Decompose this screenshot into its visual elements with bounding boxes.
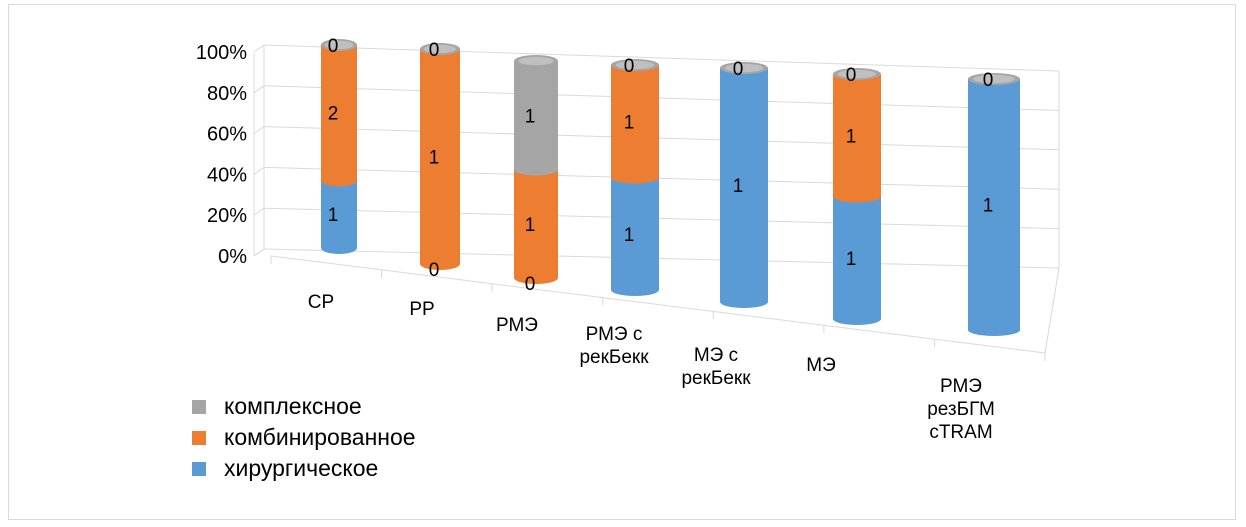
- x-tick-label: рекБекк: [579, 347, 649, 368]
- gridline: [263, 44, 1060, 72]
- legend-swatch-complex: [192, 399, 206, 414]
- cylinder-segment: [321, 180, 357, 254]
- data-label: 1: [429, 148, 440, 169]
- gridline: [263, 207, 1060, 230]
- x-tick-label: cTRAM: [929, 422, 992, 443]
- cylinder-segment: [420, 49, 460, 270]
- cylinder-top-highlight: [324, 40, 354, 50]
- cylinder-segment: [833, 196, 881, 325]
- data-label: 1: [328, 205, 339, 226]
- data-label: 0: [525, 274, 536, 295]
- cylinder-segment: [611, 177, 659, 296]
- side-gridline: [253, 166, 265, 175]
- gridline: [263, 166, 1060, 190]
- x-tick-label: рекБекк: [681, 368, 751, 389]
- data-label: 1: [624, 112, 635, 133]
- cylinder-segment: [321, 45, 357, 187]
- y-tick-label: 0%: [218, 246, 247, 268]
- legend-label-complex: комплексное: [224, 393, 362, 419]
- legend-item-combined: комбинированное: [192, 422, 416, 453]
- side-gridline: [253, 207, 265, 216]
- y-tick-label: 100%: [196, 42, 247, 64]
- data-label: 1: [525, 106, 536, 127]
- legend-item-complex: комплексное: [192, 391, 416, 422]
- cylinder-top-highlight: [973, 74, 1015, 84]
- cylinder-segment: [514, 61, 558, 176]
- gridline: [263, 248, 1060, 269]
- y-tick-label: 60%: [207, 124, 247, 146]
- gridline: [263, 126, 1060, 151]
- cylinder-segment: [611, 65, 659, 184]
- data-label: 2: [328, 104, 339, 125]
- data-label: 1: [733, 176, 744, 197]
- x-tick-label: РР: [409, 299, 434, 320]
- cylinder-top-highlight: [518, 56, 554, 66]
- x-tick-label: МЭ с: [694, 345, 738, 366]
- cylinder-segment: [514, 169, 558, 284]
- x-tick-label: РМЭ с: [586, 324, 643, 345]
- x-tick-label: МЭ: [806, 355, 835, 376]
- cylinder-top-highlight: [837, 69, 877, 79]
- side-gridline: [253, 85, 265, 94]
- cylinder-segment: [720, 68, 768, 308]
- cylinder-top-highlight: [424, 44, 456, 54]
- chart-frame: 0% 20% 40% 60% 80% 100% СР РР РМЭ РМЭ с рекБекк МЭ …: [8, 4, 1236, 520]
- legend-label-combined: комбинированное: [224, 424, 416, 450]
- x-tick-label: СР: [308, 292, 334, 313]
- data-label: 1: [983, 196, 994, 217]
- data-label: 1: [525, 215, 536, 236]
- x-tick-label: РМЭ: [940, 376, 982, 397]
- y-tick-label: 40%: [207, 164, 247, 186]
- cylinder-top-highlight: [615, 60, 655, 70]
- data-label: 1: [846, 126, 857, 147]
- legend-item-surgical: хирургическое: [192, 453, 416, 484]
- gridline: [263, 85, 1060, 111]
- data-label: 1: [846, 249, 857, 270]
- legend-label-surgical: хирургическое: [224, 455, 379, 481]
- data-label: 0: [429, 40, 440, 61]
- legend-swatch-surgical: [192, 461, 206, 476]
- x-tick-label: резБГМ: [927, 399, 995, 420]
- data-label: 0: [429, 260, 440, 281]
- cylinder-segment: [968, 79, 1020, 336]
- data-label: 0: [846, 65, 857, 86]
- cylinder-top-highlight: [724, 63, 764, 73]
- y-tick-label: 20%: [207, 205, 247, 227]
- legend: комплексное комбинированное хирургическо…: [192, 391, 416, 484]
- side-gridline: [253, 44, 265, 53]
- x-axis-line: [270, 255, 1046, 354]
- cylinder-segment: [833, 74, 881, 203]
- side-gridline: [253, 126, 265, 135]
- data-label: 0: [624, 56, 635, 77]
- data-label: 1: [624, 225, 635, 246]
- data-label: 0: [328, 36, 339, 57]
- floor-edge: [253, 248, 265, 257]
- floor-edge: [1044, 267, 1060, 354]
- legend-swatch-combined: [192, 430, 206, 445]
- y-tick-label: 80%: [207, 83, 247, 105]
- data-label: 0: [733, 59, 744, 80]
- data-label: 0: [983, 70, 994, 91]
- x-tick-label: РМЭ: [496, 315, 538, 336]
